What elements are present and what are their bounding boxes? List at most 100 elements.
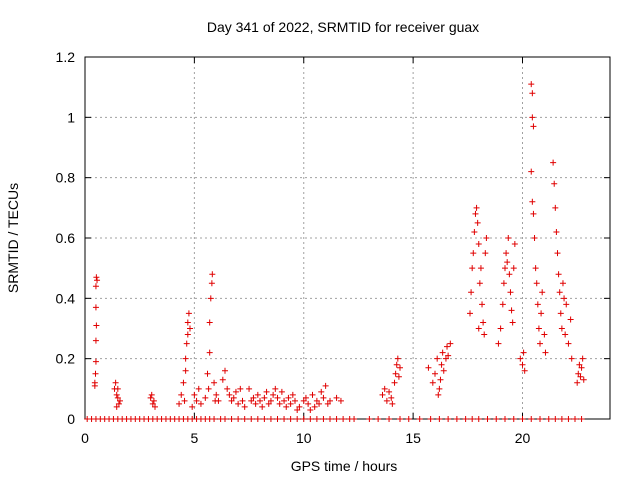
data-point bbox=[250, 394, 257, 401]
data-point bbox=[254, 391, 261, 398]
data-point bbox=[213, 391, 220, 398]
data-point bbox=[337, 397, 344, 404]
data-point bbox=[534, 301, 541, 308]
data-point bbox=[505, 235, 512, 241]
data-point bbox=[469, 265, 476, 272]
data-point bbox=[241, 416, 248, 422]
data-point bbox=[92, 304, 99, 311]
data-point bbox=[436, 385, 443, 392]
data-point bbox=[322, 382, 329, 389]
data-point bbox=[93, 274, 100, 281]
data-point bbox=[300, 397, 307, 404]
data-point bbox=[211, 379, 218, 386]
data-point bbox=[572, 416, 578, 422]
data-point bbox=[471, 228, 478, 235]
data-point bbox=[294, 406, 301, 413]
data-point bbox=[545, 416, 552, 422]
data-point bbox=[381, 385, 388, 392]
data-point bbox=[302, 394, 309, 401]
data-point bbox=[477, 265, 484, 272]
data-point bbox=[574, 379, 581, 386]
data-point bbox=[538, 310, 545, 317]
data-point bbox=[211, 416, 218, 422]
data-point bbox=[248, 397, 255, 404]
data-point bbox=[468, 289, 475, 296]
data-point bbox=[313, 397, 320, 404]
data-point bbox=[115, 400, 122, 407]
data-point bbox=[394, 355, 401, 362]
data-point bbox=[530, 123, 537, 130]
data-point bbox=[529, 90, 536, 97]
data-point bbox=[228, 416, 235, 422]
data-point bbox=[481, 331, 488, 338]
data-point bbox=[530, 210, 537, 217]
data-point bbox=[510, 416, 517, 422]
data-point bbox=[327, 397, 333, 404]
data-point bbox=[209, 271, 216, 278]
data-point bbox=[495, 340, 502, 347]
data-point bbox=[509, 319, 516, 326]
data-point bbox=[333, 394, 340, 401]
data-point bbox=[556, 289, 563, 296]
data-point bbox=[425, 364, 432, 371]
data-point bbox=[235, 400, 242, 407]
data-point bbox=[521, 367, 528, 374]
data-point bbox=[309, 391, 316, 398]
data-point bbox=[181, 397, 188, 404]
data-point bbox=[252, 400, 259, 407]
data-point bbox=[528, 416, 535, 422]
data-point bbox=[178, 391, 185, 398]
data-point bbox=[493, 416, 500, 422]
data-point bbox=[147, 394, 154, 401]
data-point bbox=[263, 388, 270, 395]
data-point bbox=[148, 391, 155, 398]
data-point bbox=[206, 349, 213, 356]
data-point bbox=[276, 400, 283, 407]
data-point bbox=[307, 416, 314, 422]
data-point bbox=[470, 250, 477, 257]
data-point bbox=[504, 259, 511, 266]
data-point bbox=[508, 307, 515, 314]
data-point bbox=[92, 358, 99, 365]
data-point bbox=[440, 367, 447, 374]
data-point bbox=[558, 416, 565, 422]
y-tick-label: 0.4 bbox=[56, 290, 76, 306]
data-point bbox=[580, 376, 587, 383]
data-point bbox=[259, 403, 266, 410]
data-point bbox=[537, 416, 543, 422]
data-point bbox=[472, 210, 479, 217]
data-point bbox=[257, 397, 263, 404]
data-point bbox=[182, 355, 189, 362]
data-point bbox=[237, 385, 244, 392]
data-point bbox=[553, 228, 560, 235]
data-point bbox=[267, 416, 274, 422]
data-point bbox=[520, 349, 527, 356]
data-point bbox=[283, 403, 290, 410]
data-point bbox=[248, 416, 255, 422]
data-point bbox=[114, 385, 121, 392]
x-tick-label: 20 bbox=[515, 430, 531, 446]
data-point bbox=[265, 400, 272, 407]
data-point bbox=[567, 316, 574, 323]
data-point bbox=[563, 301, 570, 308]
data-point bbox=[324, 400, 331, 407]
data-point bbox=[519, 361, 526, 368]
data-point bbox=[204, 370, 211, 377]
data-point bbox=[497, 325, 504, 332]
chart-title: Day 341 of 2022, SRMTID for receiver gua… bbox=[207, 19, 479, 35]
data-point bbox=[92, 283, 99, 290]
data-point bbox=[537, 340, 543, 347]
y-tick-label: 0.2 bbox=[56, 351, 76, 367]
data-point bbox=[287, 416, 294, 422]
data-point bbox=[114, 394, 121, 401]
data-point bbox=[278, 388, 285, 395]
data-point bbox=[561, 295, 568, 302]
y-tick-label: 0 bbox=[67, 411, 75, 427]
data-point bbox=[274, 394, 281, 401]
data-point bbox=[445, 416, 452, 422]
data-point bbox=[469, 416, 476, 422]
x-tick-label: 15 bbox=[405, 430, 421, 446]
data-point bbox=[195, 385, 202, 392]
data-point bbox=[475, 325, 482, 332]
